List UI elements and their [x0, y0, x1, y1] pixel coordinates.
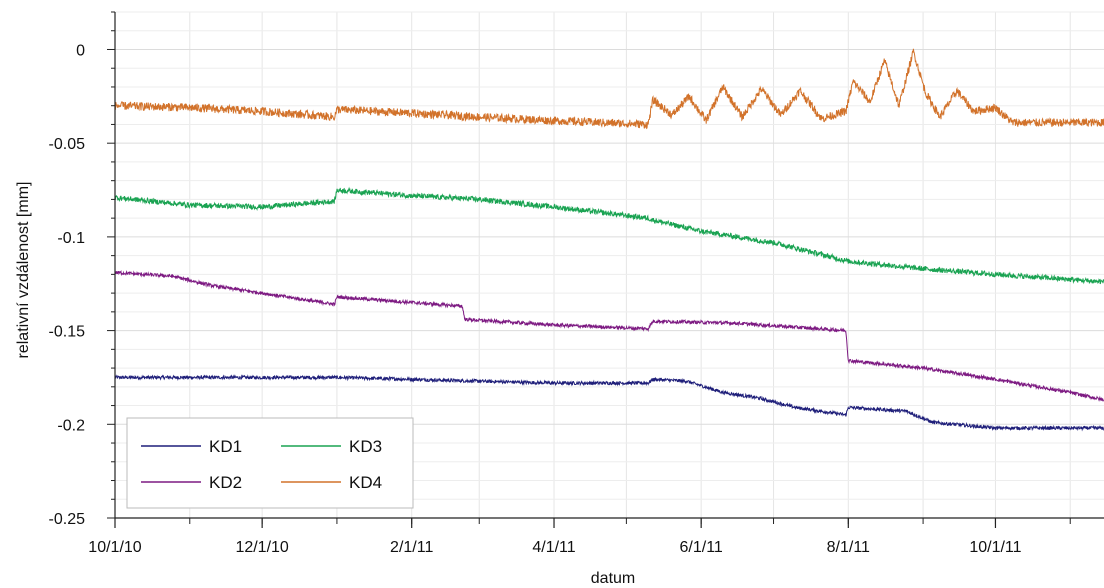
x-tick-label: 8/1/11 [827, 539, 870, 556]
series-layer [114, 48, 1104, 432]
y-tick-label: -0.1 [57, 230, 85, 247]
series-line-kd1 [114, 374, 1104, 432]
series-line-kd4 [114, 48, 1104, 130]
legend-label-kd1: KD1 [209, 437, 242, 456]
y-tick-label: 0 [76, 42, 85, 59]
x-tick-label: 4/1/11 [532, 539, 575, 556]
y-tick-label: -0.25 [49, 511, 86, 528]
series-line-kd2 [114, 269, 1104, 402]
x-tick-label: 12/1/10 [235, 539, 288, 556]
series-line-kd3 [114, 186, 1104, 285]
legend: KD1 KD2 KD3 KD4 [126, 417, 414, 509]
legend-label-kd3: KD3 [349, 437, 382, 456]
tick-labels: 10/1/10 12/1/10 2/1/11 4/1/11 6/1/11 8/1/11 10… [49, 42, 1022, 556]
y-tick-label: -0.15 [49, 324, 86, 341]
y-tick-label: -0.2 [57, 417, 85, 434]
x-tick-label: 10/1/11 [969, 539, 1021, 556]
axes [107, 11, 1104, 528]
y-tick-label: -0.05 [49, 136, 86, 153]
legend-label-kd2: KD2 [209, 473, 242, 492]
x-axis-title: datum [591, 570, 635, 587]
legend-box [126, 417, 414, 509]
legend-label-kd4: KD4 [349, 473, 382, 492]
x-tick-label: 6/1/11 [680, 539, 723, 556]
x-tick-label: 2/1/11 [390, 539, 433, 556]
x-tick-label: 10/1/10 [88, 539, 141, 556]
y-axis-title: relativní vzdálenost [mm] [15, 182, 32, 359]
